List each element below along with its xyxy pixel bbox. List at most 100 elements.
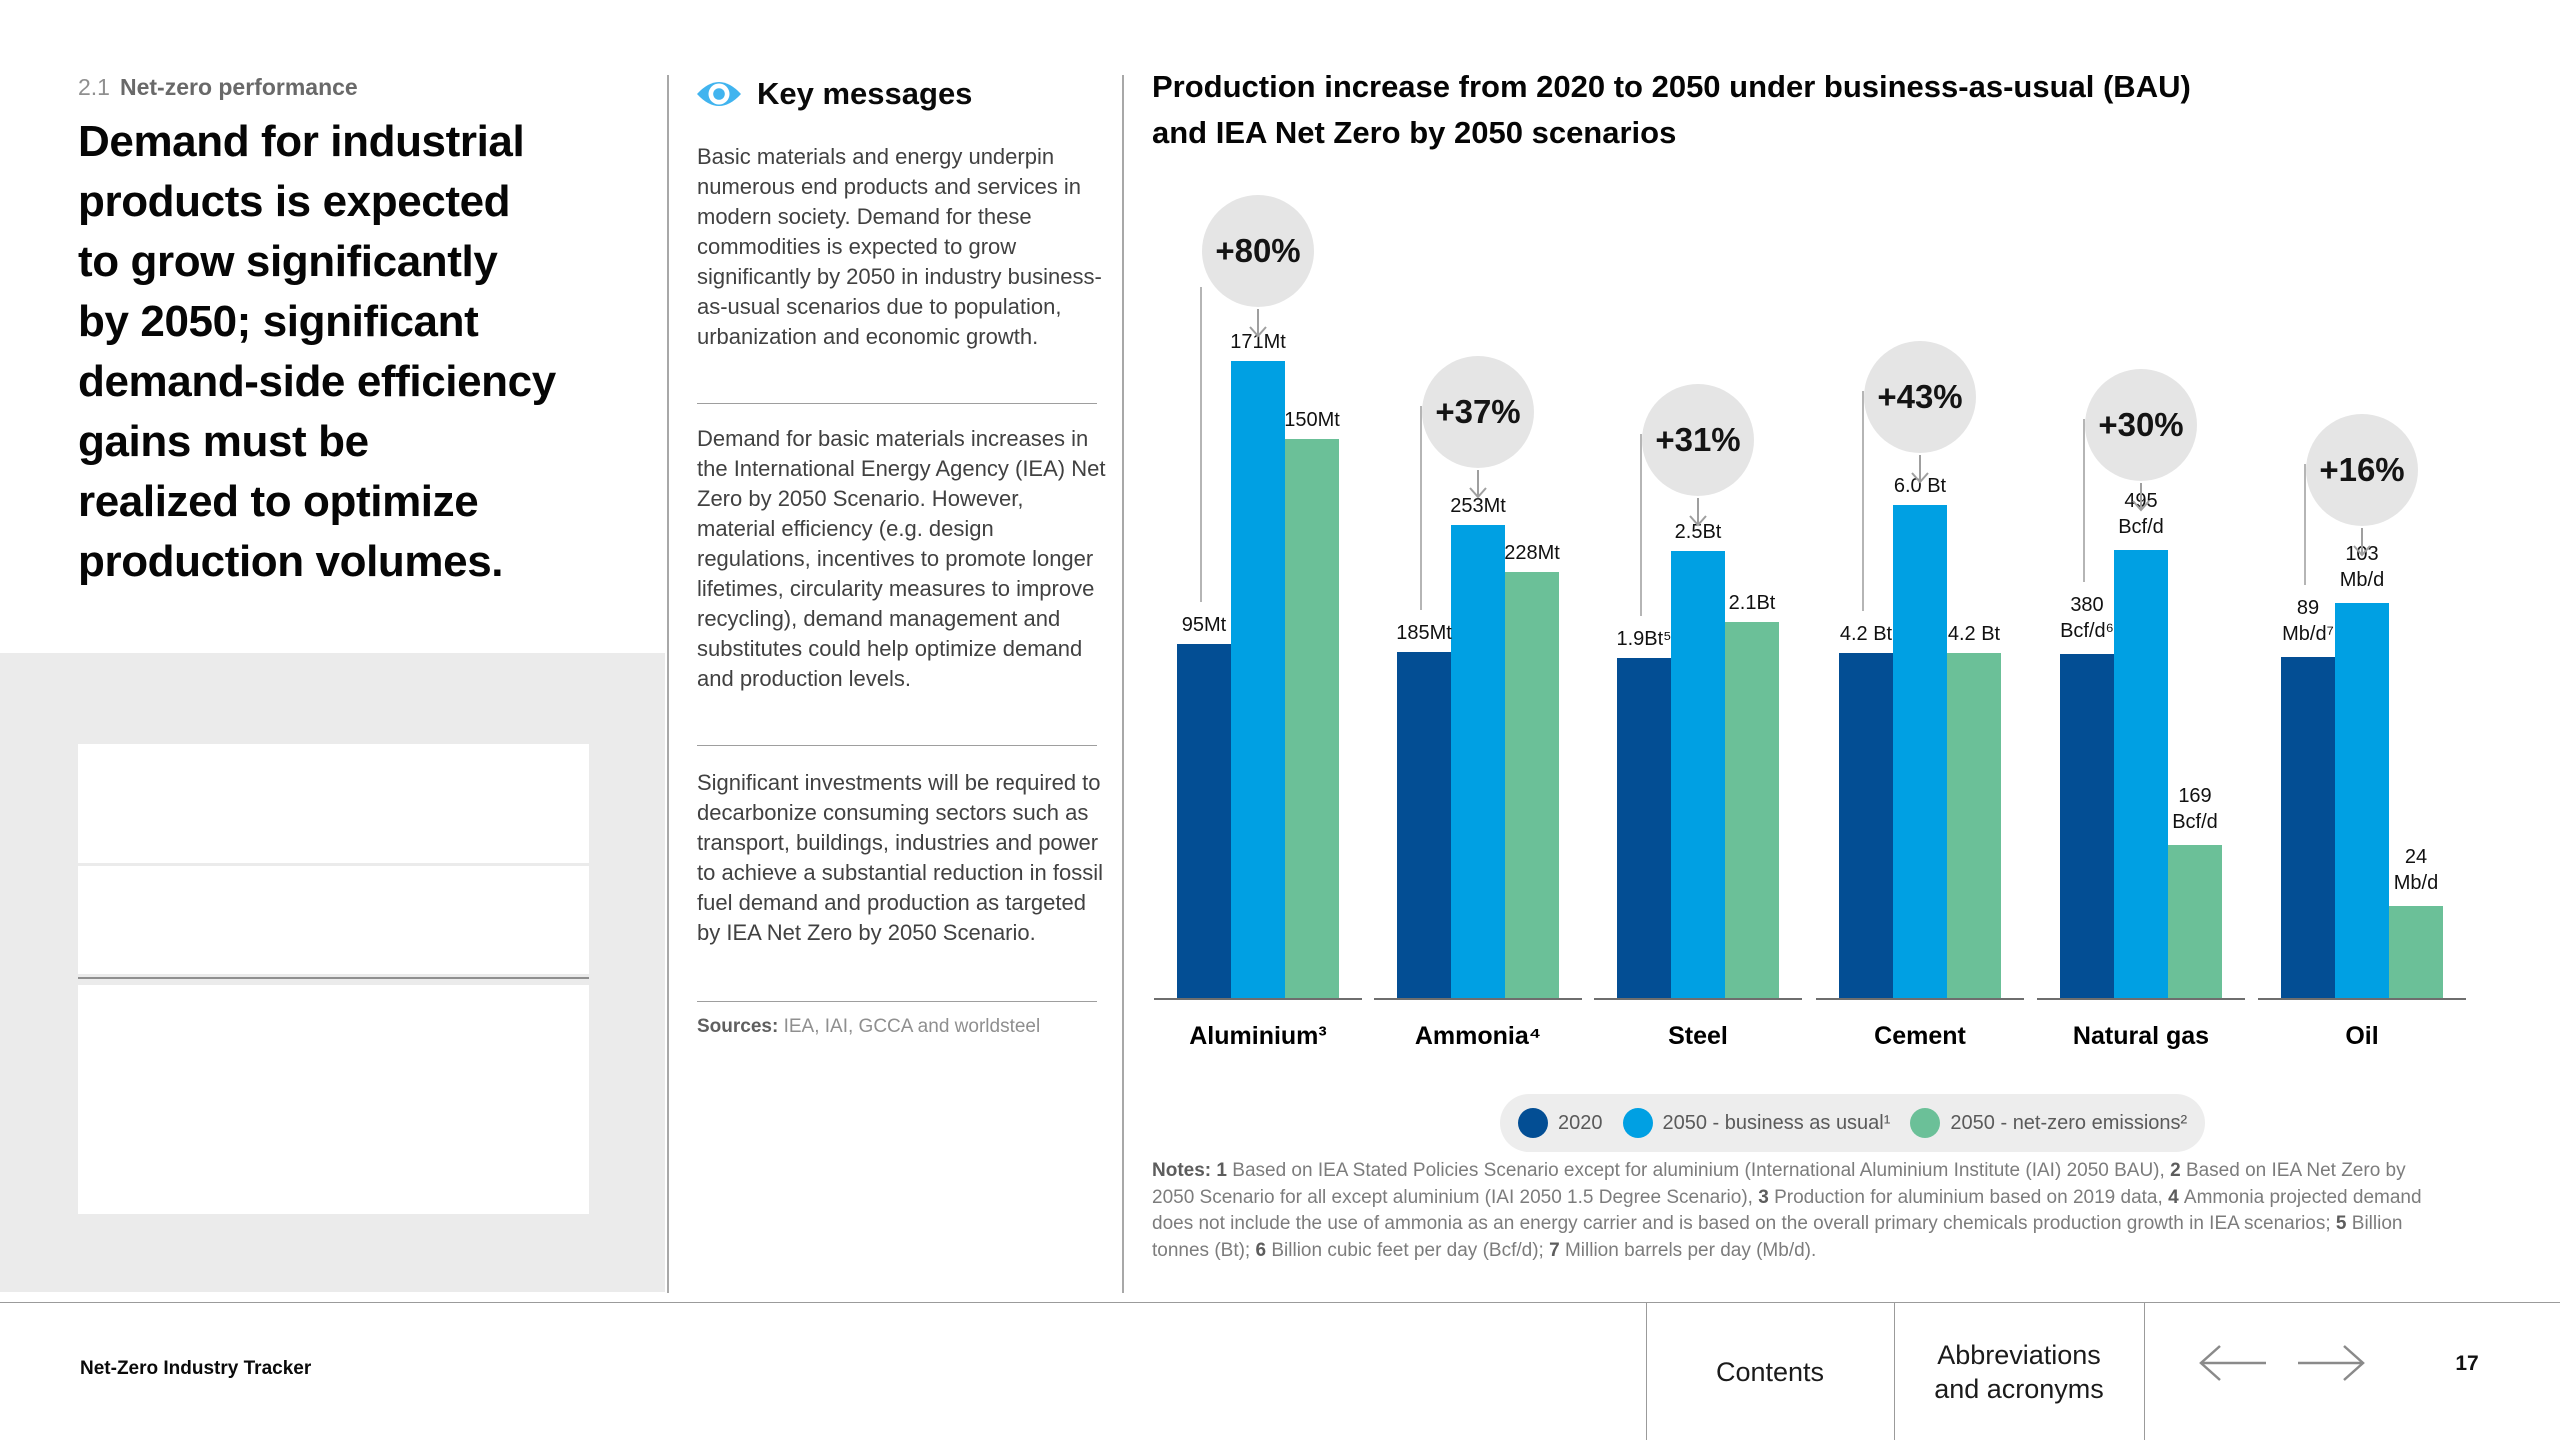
bar-bau <box>1451 525 1505 998</box>
key-messages-title: Key messages <box>757 76 973 111</box>
bar-nze <box>2389 906 2443 998</box>
image-panel <box>0 653 665 1292</box>
panel-divider <box>78 977 589 979</box>
legend-swatch-icon <box>1910 1108 1941 1138</box>
increase-connector-line <box>1640 434 1642 616</box>
category-label: Steel <box>1668 1022 1728 1050</box>
legend-item: 2050 - net-zero emissions² <box>1910 1108 2187 1138</box>
bar-value-label: 2.5Bt <box>1674 521 1722 543</box>
bar-bau <box>1893 505 1947 998</box>
next-page-arrow-icon[interactable] <box>2296 1341 2368 1385</box>
previous-page-arrow-icon[interactable] <box>2196 1341 2268 1385</box>
bar-value-label: 6.0 Bt <box>1893 475 1947 497</box>
eye-icon <box>697 82 741 106</box>
page-headline: Demand for industrial products is expect… <box>78 117 556 586</box>
bar-value-label: 89 Mb/d⁷ <box>2282 597 2334 645</box>
bar-nze <box>2168 845 2222 998</box>
increase-bubble: +80% <box>1202 195 1314 307</box>
bar-value-label: 24 Mb/d <box>2393 846 2439 894</box>
image-placeholder <box>78 744 589 863</box>
legend-label: 2050 - business as usual¹ <box>1662 1111 1891 1134</box>
increase-connector-line <box>2083 419 2085 582</box>
down-arrow-icon <box>1689 498 1707 527</box>
bar-2020 <box>1397 652 1451 998</box>
footer-cell-divider <box>2144 1303 2145 1440</box>
axis-baseline <box>1594 998 1802 1000</box>
section-number: 2.1 <box>78 74 110 100</box>
notes-text: Notes: 1 Based on IEA Stated Policies Sc… <box>1152 1160 2422 1261</box>
report-brand: Net-Zero Industry Tracker <box>80 1358 312 1379</box>
increase-bubble: +37% <box>1422 356 1534 468</box>
legend-label: 2020 <box>1558 1111 1603 1134</box>
bar-value-label: 95Mt <box>1181 614 1227 636</box>
sources-label: Sources: <box>697 1016 779 1037</box>
key-messages-header: Key messages <box>695 76 972 112</box>
bar-2020 <box>1177 644 1231 998</box>
image-placeholder <box>78 985 589 1214</box>
category-label: Aluminium³ <box>1189 1022 1327 1050</box>
column-divider <box>667 75 669 1293</box>
increase-connector-line <box>1200 287 1202 602</box>
bar-bau <box>2335 603 2389 998</box>
category-label: Cement <box>1874 1022 1966 1050</box>
increase-connector-line <box>1862 391 1864 611</box>
axis-baseline <box>2258 998 2466 1000</box>
legend-item: 2020 <box>1518 1108 1603 1138</box>
increase-bubble: +31% <box>1642 384 1754 496</box>
bar-nze <box>1505 572 1559 998</box>
bar-value-label: 4.2 Bt <box>1839 623 1893 645</box>
down-arrow-icon <box>2132 483 2150 512</box>
bar-nze <box>1947 653 2001 998</box>
chart-title-line1: Production increase from 2020 to 2050 un… <box>1152 69 2191 104</box>
bar-2020 <box>1617 658 1671 998</box>
axis-baseline <box>1154 998 1362 1000</box>
bar-2020 <box>2281 657 2335 998</box>
legend-swatch-icon <box>1622 1108 1653 1138</box>
increase-bubble: +43% <box>1864 341 1976 453</box>
section-label: 2.1 Net-zero performance <box>78 74 358 101</box>
section-title: Net-zero performance <box>119 74 358 100</box>
paragraph-divider <box>697 745 1097 746</box>
key-message-paragraph: Demand for basic materials increases in … <box>697 426 1106 691</box>
axis-baseline <box>1816 998 2024 1000</box>
increase-bubble: +30% <box>2085 369 2197 481</box>
bar-bau <box>1671 551 1725 998</box>
key-message-paragraph: Basic materials and energy underpin nume… <box>697 144 1102 349</box>
paragraph-divider <box>697 1001 1097 1002</box>
contents-button[interactable]: Contents <box>1715 1356 1825 1387</box>
legend-item: 2050 - business as usual¹ <box>1622 1108 1891 1138</box>
down-arrow-icon <box>2353 528 2371 557</box>
footer-cell-divider <box>1646 1303 1647 1440</box>
legend-label: 2050 - net-zero emissions² <box>1950 1111 2188 1134</box>
bar-value-label: 253Mt <box>1450 495 1506 517</box>
down-arrow-icon <box>1911 455 1929 484</box>
bar-value-label: 171Mt <box>1230 331 1286 353</box>
axis-baseline <box>2037 998 2245 1000</box>
axis-baseline <box>1374 998 1582 1000</box>
bar-value-label: 228Mt <box>1504 542 1560 564</box>
chart-legend: 2020 2050 - business as usual¹ 2050 - net-… <box>1500 1094 2206 1152</box>
legend-swatch-icon <box>1518 1108 1548 1138</box>
sources-text: IEA, IAI, GCCA and worldsteel <box>778 1016 1041 1037</box>
bar-value-label: 169 Bcf/d <box>2172 785 2218 833</box>
bar-value-label: 4.2 Bt <box>1947 623 2001 645</box>
bar-value-label: 2.1Bt <box>1728 592 1776 614</box>
bar-2020 <box>1839 653 1893 998</box>
abbreviations-button[interactable]: Abbreviations and acronyms <box>1934 1339 2104 1404</box>
increase-bubble: +16% <box>2306 414 2418 526</box>
bar-bau <box>2114 550 2168 998</box>
bar-nze <box>1725 622 1779 998</box>
category-label: Oil <box>2345 1022 2379 1050</box>
bar-value-label: 150Mt <box>1284 409 1340 431</box>
footer-divider <box>0 1302 2560 1303</box>
chart-title-line2: and IEA Net Zero by 2050 scenarios <box>1152 115 1677 150</box>
sources-line: Sources: IEA, IAI, GCCA and worldsteel <box>697 1016 1040 1038</box>
bar-nze <box>1285 439 1339 998</box>
bar-value-label: 1.9Bt⁵ <box>1616 628 1672 650</box>
bar-2020 <box>2060 654 2114 998</box>
image-placeholder <box>78 866 589 974</box>
column-divider <box>1122 75 1124 1293</box>
footer-cell-divider <box>1894 1303 1895 1440</box>
down-arrow-icon <box>1469 470 1487 499</box>
